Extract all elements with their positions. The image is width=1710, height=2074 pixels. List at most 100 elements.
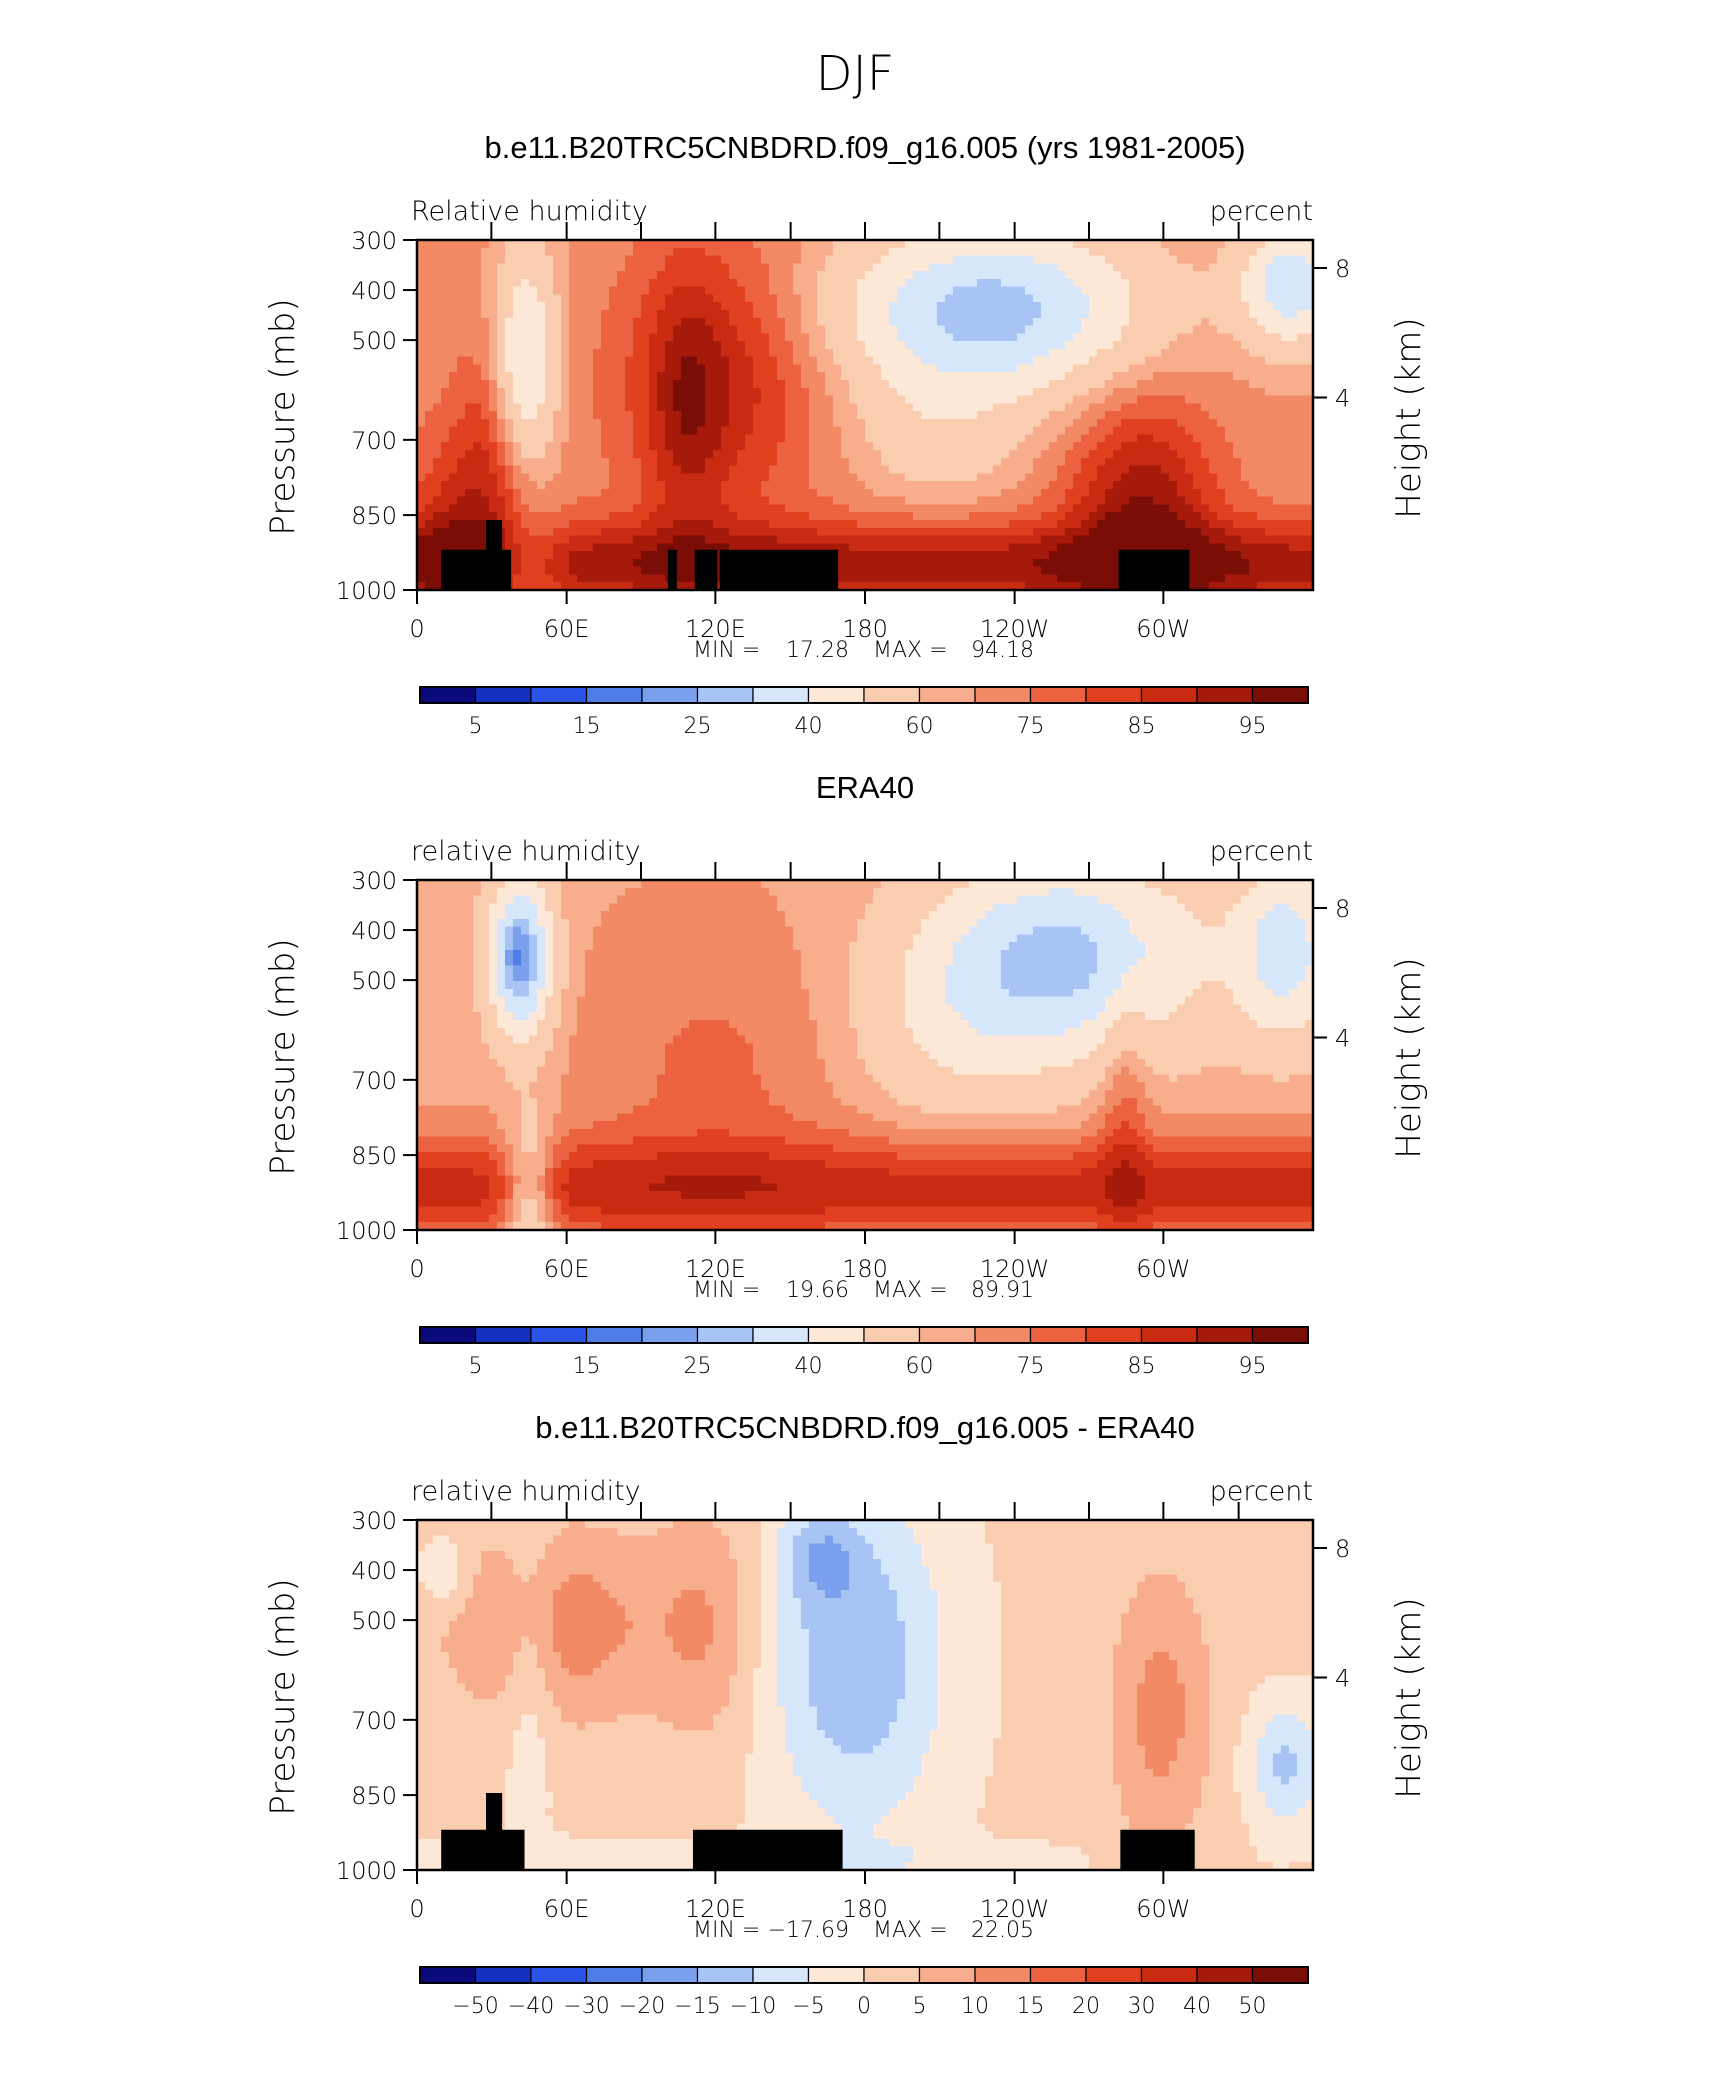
contour-cell	[1129, 263, 1138, 272]
contour-cell	[705, 442, 714, 451]
contour-cell	[441, 380, 450, 389]
contour-cell	[561, 271, 570, 280]
contour-cell	[721, 426, 730, 436]
contour-cell	[505, 380, 514, 389]
contour-cell	[673, 240, 682, 249]
contour-cell	[1025, 255, 1034, 264]
contour-cell	[537, 504, 546, 513]
contour-cell	[953, 504, 962, 513]
contour-cell	[817, 348, 826, 358]
contour-cell	[1105, 240, 1114, 249]
contour-cell	[497, 411, 506, 420]
contour-cell	[1073, 418, 1082, 428]
contour-cell	[849, 457, 858, 467]
contour-cell	[865, 364, 874, 373]
contour-cell	[1289, 395, 1298, 404]
contour-cell	[801, 302, 810, 311]
contour-cell	[857, 566, 866, 576]
contour-cell	[473, 543, 482, 552]
contour-cell	[969, 364, 978, 373]
contour-cell	[1121, 457, 1130, 467]
contour-cell	[1113, 535, 1122, 544]
contour-cell	[745, 341, 754, 350]
contour-cell	[489, 457, 498, 467]
contour-cell	[1201, 263, 1210, 272]
contour-cell	[689, 302, 698, 311]
contour-cell	[417, 380, 426, 389]
contour-cell	[545, 558, 554, 568]
contour-cell	[1113, 403, 1122, 412]
contour-cell	[1169, 543, 1178, 552]
contour-cell	[1257, 411, 1266, 420]
contour-cell	[489, 372, 498, 381]
contour-cell	[593, 317, 602, 327]
contour-cell	[1097, 247, 1106, 257]
contour-cell	[633, 271, 642, 280]
contour-cell	[537, 481, 546, 490]
contour-cell	[905, 527, 914, 537]
contour-cell	[953, 488, 962, 498]
contour-cell	[1257, 372, 1266, 381]
contour-cell	[857, 504, 866, 513]
contour-cell	[913, 582, 922, 591]
contour-cell	[905, 457, 914, 467]
contour-cell	[633, 582, 642, 591]
contour-cell	[1153, 317, 1162, 327]
contour-cell	[1249, 566, 1258, 576]
contour-cell	[993, 271, 1002, 280]
contour-cell	[1289, 566, 1298, 576]
contour-cell	[1217, 465, 1226, 474]
contour-cell	[473, 255, 482, 264]
contour-cell	[529, 535, 538, 544]
contour-cell	[1201, 496, 1210, 506]
contour-cell	[425, 558, 434, 568]
contour-cell	[1233, 240, 1242, 249]
contour-cell	[737, 380, 746, 389]
contour-cell	[953, 473, 962, 482]
contour-cell	[1273, 551, 1282, 560]
contour-cell	[1289, 418, 1298, 428]
contour-cell	[1169, 411, 1178, 420]
contour-cell	[601, 333, 610, 342]
contour-cell	[961, 512, 970, 521]
contour-cell	[1257, 551, 1266, 560]
contour-cell	[1017, 278, 1026, 288]
contour-cell	[681, 512, 690, 521]
contour-cell	[897, 473, 906, 482]
contour-cell	[633, 356, 642, 366]
contour-cell	[513, 411, 522, 420]
contour-cell	[545, 488, 554, 498]
contour-cell	[1105, 247, 1114, 257]
contour-cell	[561, 411, 570, 420]
contour-cell	[489, 240, 498, 249]
contour-cell	[961, 434, 970, 443]
contour-cell	[673, 278, 682, 288]
contour-cell	[1009, 543, 1018, 552]
contour-cell	[1033, 395, 1042, 404]
contour-cell	[1073, 465, 1082, 474]
contour-cell	[921, 372, 930, 381]
contour-cell	[1297, 551, 1306, 560]
contour-cell	[713, 457, 722, 467]
contour-cell	[961, 356, 970, 366]
contour-cell	[1081, 395, 1090, 404]
contour-cell	[1065, 543, 1074, 552]
contour-cell	[1033, 356, 1042, 366]
contour-cell	[473, 348, 482, 358]
contour-cell	[673, 247, 682, 257]
contour-cell	[1217, 535, 1226, 544]
contour-cell	[913, 558, 922, 568]
contour-cell	[801, 496, 810, 506]
contour-cell	[865, 543, 874, 552]
contour-cell	[881, 418, 890, 428]
contour-cell	[961, 558, 970, 568]
contour-cell	[993, 317, 1002, 327]
contour-cell	[1113, 356, 1122, 366]
contour-cell	[1305, 551, 1314, 560]
contour-cell	[673, 325, 682, 334]
contour-cell	[1153, 255, 1162, 264]
contour-cell	[1209, 504, 1218, 513]
contour-cell	[497, 434, 506, 443]
contour-cell	[625, 566, 634, 576]
contour-cell	[1273, 325, 1282, 334]
